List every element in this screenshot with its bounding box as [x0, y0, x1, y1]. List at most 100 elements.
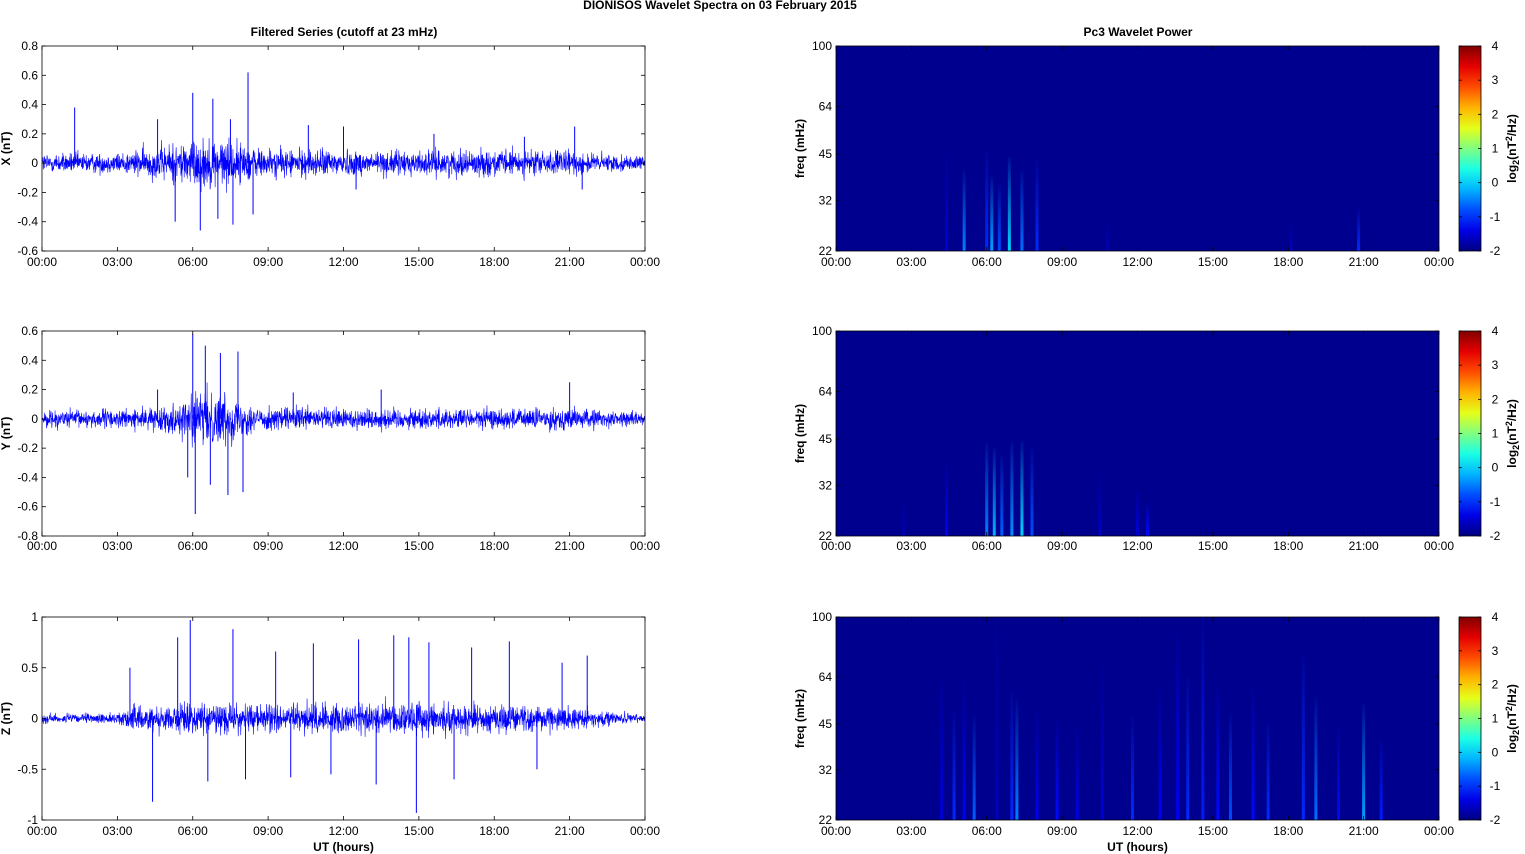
x-tick-label: 00:00 — [821, 539, 851, 553]
x-axis-label: UT (hours) — [1107, 840, 1168, 854]
wavelet-event — [1158, 685, 1162, 820]
colorbar-tick-label: -2 — [1490, 813, 1501, 827]
wavelet-event — [1289, 223, 1293, 251]
y-tick-label: 0.4 — [21, 98, 38, 112]
wavelet-event — [1007, 157, 1011, 251]
wavelet-event — [1075, 727, 1079, 820]
y-tick-label: 100 — [812, 610, 832, 624]
wavelet-event — [1216, 685, 1220, 820]
wavelet-panel-1: -2 -1 0 1 2 3 4 log2(nT2/Hz) 00:00 03:00 06:00 09:0… — [793, 39, 1521, 269]
colorbar-tick-label: -1 — [1490, 779, 1501, 793]
colorbar — [1458, 330, 1482, 537]
colorbar — [1458, 45, 1482, 252]
y-tick-label: -1 — [27, 813, 38, 827]
y-tick-label: -0.2 — [17, 185, 38, 199]
wavelet-event — [995, 625, 999, 820]
y-tick-label: 0.6 — [21, 324, 38, 338]
x-tick-label: 15:00 — [404, 539, 434, 553]
y-tick-label: 100 — [812, 324, 832, 338]
x-tick-label: 21:00 — [555, 824, 585, 838]
colorbar-tick-label: -1 — [1490, 495, 1501, 509]
wavelet-event — [1055, 721, 1059, 820]
y-tick-label: 45 — [819, 717, 833, 731]
colorbar-tick-label: -1 — [1490, 210, 1501, 224]
colorbar-tick-label: 4 — [1492, 324, 1499, 338]
heatmap-background — [836, 46, 1439, 251]
y-tick-label: -0.6 — [17, 244, 38, 258]
y-axis-label: freq (mHz) — [793, 404, 807, 463]
y-tick-label: 0.2 — [21, 383, 38, 397]
y-tick-label: 64 — [819, 670, 833, 684]
colorbar-tick-label: 0 — [1492, 745, 1499, 759]
y-tick-label: -0.4 — [17, 215, 38, 229]
colorbar-tick-label: 1 — [1492, 427, 1499, 441]
wavelet-event — [952, 709, 956, 820]
colorbar-label: log2(nT2/Hz) — [1504, 684, 1521, 753]
y-tick-label: 32 — [819, 193, 833, 207]
x-tick-label: 03:00 — [102, 539, 132, 553]
wavelet-event — [1146, 503, 1150, 536]
x-tick-label: 15:00 — [1198, 255, 1228, 269]
wavelet-event — [1020, 442, 1024, 536]
colorbar-label: log2(nT2/Hz) — [1504, 399, 1521, 468]
colorbar-tick-label: 4 — [1492, 610, 1499, 624]
x-tick-label: 06:00 — [178, 824, 208, 838]
y-tick-label: 45 — [819, 432, 833, 446]
x-tick-label: 21:00 — [555, 539, 585, 553]
x-tick-label: 12:00 — [1122, 539, 1152, 553]
wavelet-panel-3: -2 -1 0 1 2 3 4 log2(nT2/Hz) 00:00 03:00 06:00 09:0… — [793, 610, 1521, 854]
wavelet-event — [1228, 715, 1232, 820]
x-tick-label: 18:00 — [1273, 824, 1303, 838]
wavelet-event — [997, 184, 1001, 251]
colorbar-tick-label: 0 — [1492, 176, 1499, 190]
x-tick-label: 12:00 — [328, 539, 358, 553]
x-tick-label: 21:00 — [555, 255, 585, 269]
y-tick-label: 0 — [31, 156, 38, 170]
x-tick-label: 00:00 — [630, 824, 660, 838]
series-panel-1: 00:00 03:00 06:00 09:00 12:00 15:00 18:00 21:00… — [0, 39, 660, 269]
x-tick-label: 21:00 — [1349, 255, 1379, 269]
y-tick-label: 0 — [31, 712, 38, 726]
x-tick-label: 00:00 — [27, 824, 57, 838]
wavelet-event — [1176, 634, 1180, 820]
x-tick-label: 18:00 — [1273, 255, 1303, 269]
colorbar-tick-label: 3 — [1492, 73, 1499, 87]
x-tick-label: 00:00 — [1424, 539, 1454, 553]
wavelet-event — [1105, 218, 1109, 251]
wavelet-event — [940, 676, 944, 820]
x-tick-label: 00:00 — [630, 255, 660, 269]
x-tick-label: 15:00 — [1198, 824, 1228, 838]
y-tick-label: 0.4 — [21, 353, 38, 367]
figure-title: DIONISOS Wavelet Spectra on 03 February … — [583, 0, 857, 12]
y-tick-label: -0.5 — [17, 762, 38, 776]
colorbar-tick-label: 1 — [1492, 142, 1499, 156]
colorbar-tick-label: 1 — [1492, 712, 1499, 726]
x-tick-label: 03:00 — [896, 539, 926, 553]
x-tick-label: 09:00 — [1047, 824, 1077, 838]
y-tick-label: -0.2 — [17, 441, 38, 455]
series-panel-3: 00:00 03:00 06:00 09:00 12:00 15:00 18:00 21:00… — [0, 610, 660, 854]
colorbar-tick-label: 4 — [1492, 39, 1499, 53]
x-tick-label: 06:00 — [972, 255, 1002, 269]
x-tick-label: 18:00 — [1273, 539, 1303, 553]
x-tick-label: 00:00 — [821, 824, 851, 838]
right-column-title: Pc3 Wavelet Power — [1084, 25, 1193, 39]
plot-area — [42, 331, 645, 536]
wavelet-event — [1000, 455, 1004, 536]
y-tick-label: -0.4 — [17, 470, 38, 484]
wavelet-event — [1186, 676, 1190, 820]
wavelet-event — [1010, 690, 1014, 820]
x-tick-label: 03:00 — [896, 255, 926, 269]
y-tick-label: 22 — [819, 244, 833, 258]
y-tick-label: -0.6 — [17, 500, 38, 514]
wavelet-event — [1337, 727, 1340, 820]
x-tick-label: 00:00 — [27, 539, 57, 553]
wavelet-event — [1020, 170, 1024, 251]
y-axis-label: X (nT) — [0, 132, 13, 166]
wavelet-event — [1035, 160, 1039, 251]
wavelet-event — [1030, 448, 1034, 536]
wavelet-event — [1314, 697, 1318, 820]
wavelet-event — [902, 498, 906, 536]
colorbar-tick-label: 3 — [1492, 644, 1499, 658]
x-tick-label: 15:00 — [404, 255, 434, 269]
